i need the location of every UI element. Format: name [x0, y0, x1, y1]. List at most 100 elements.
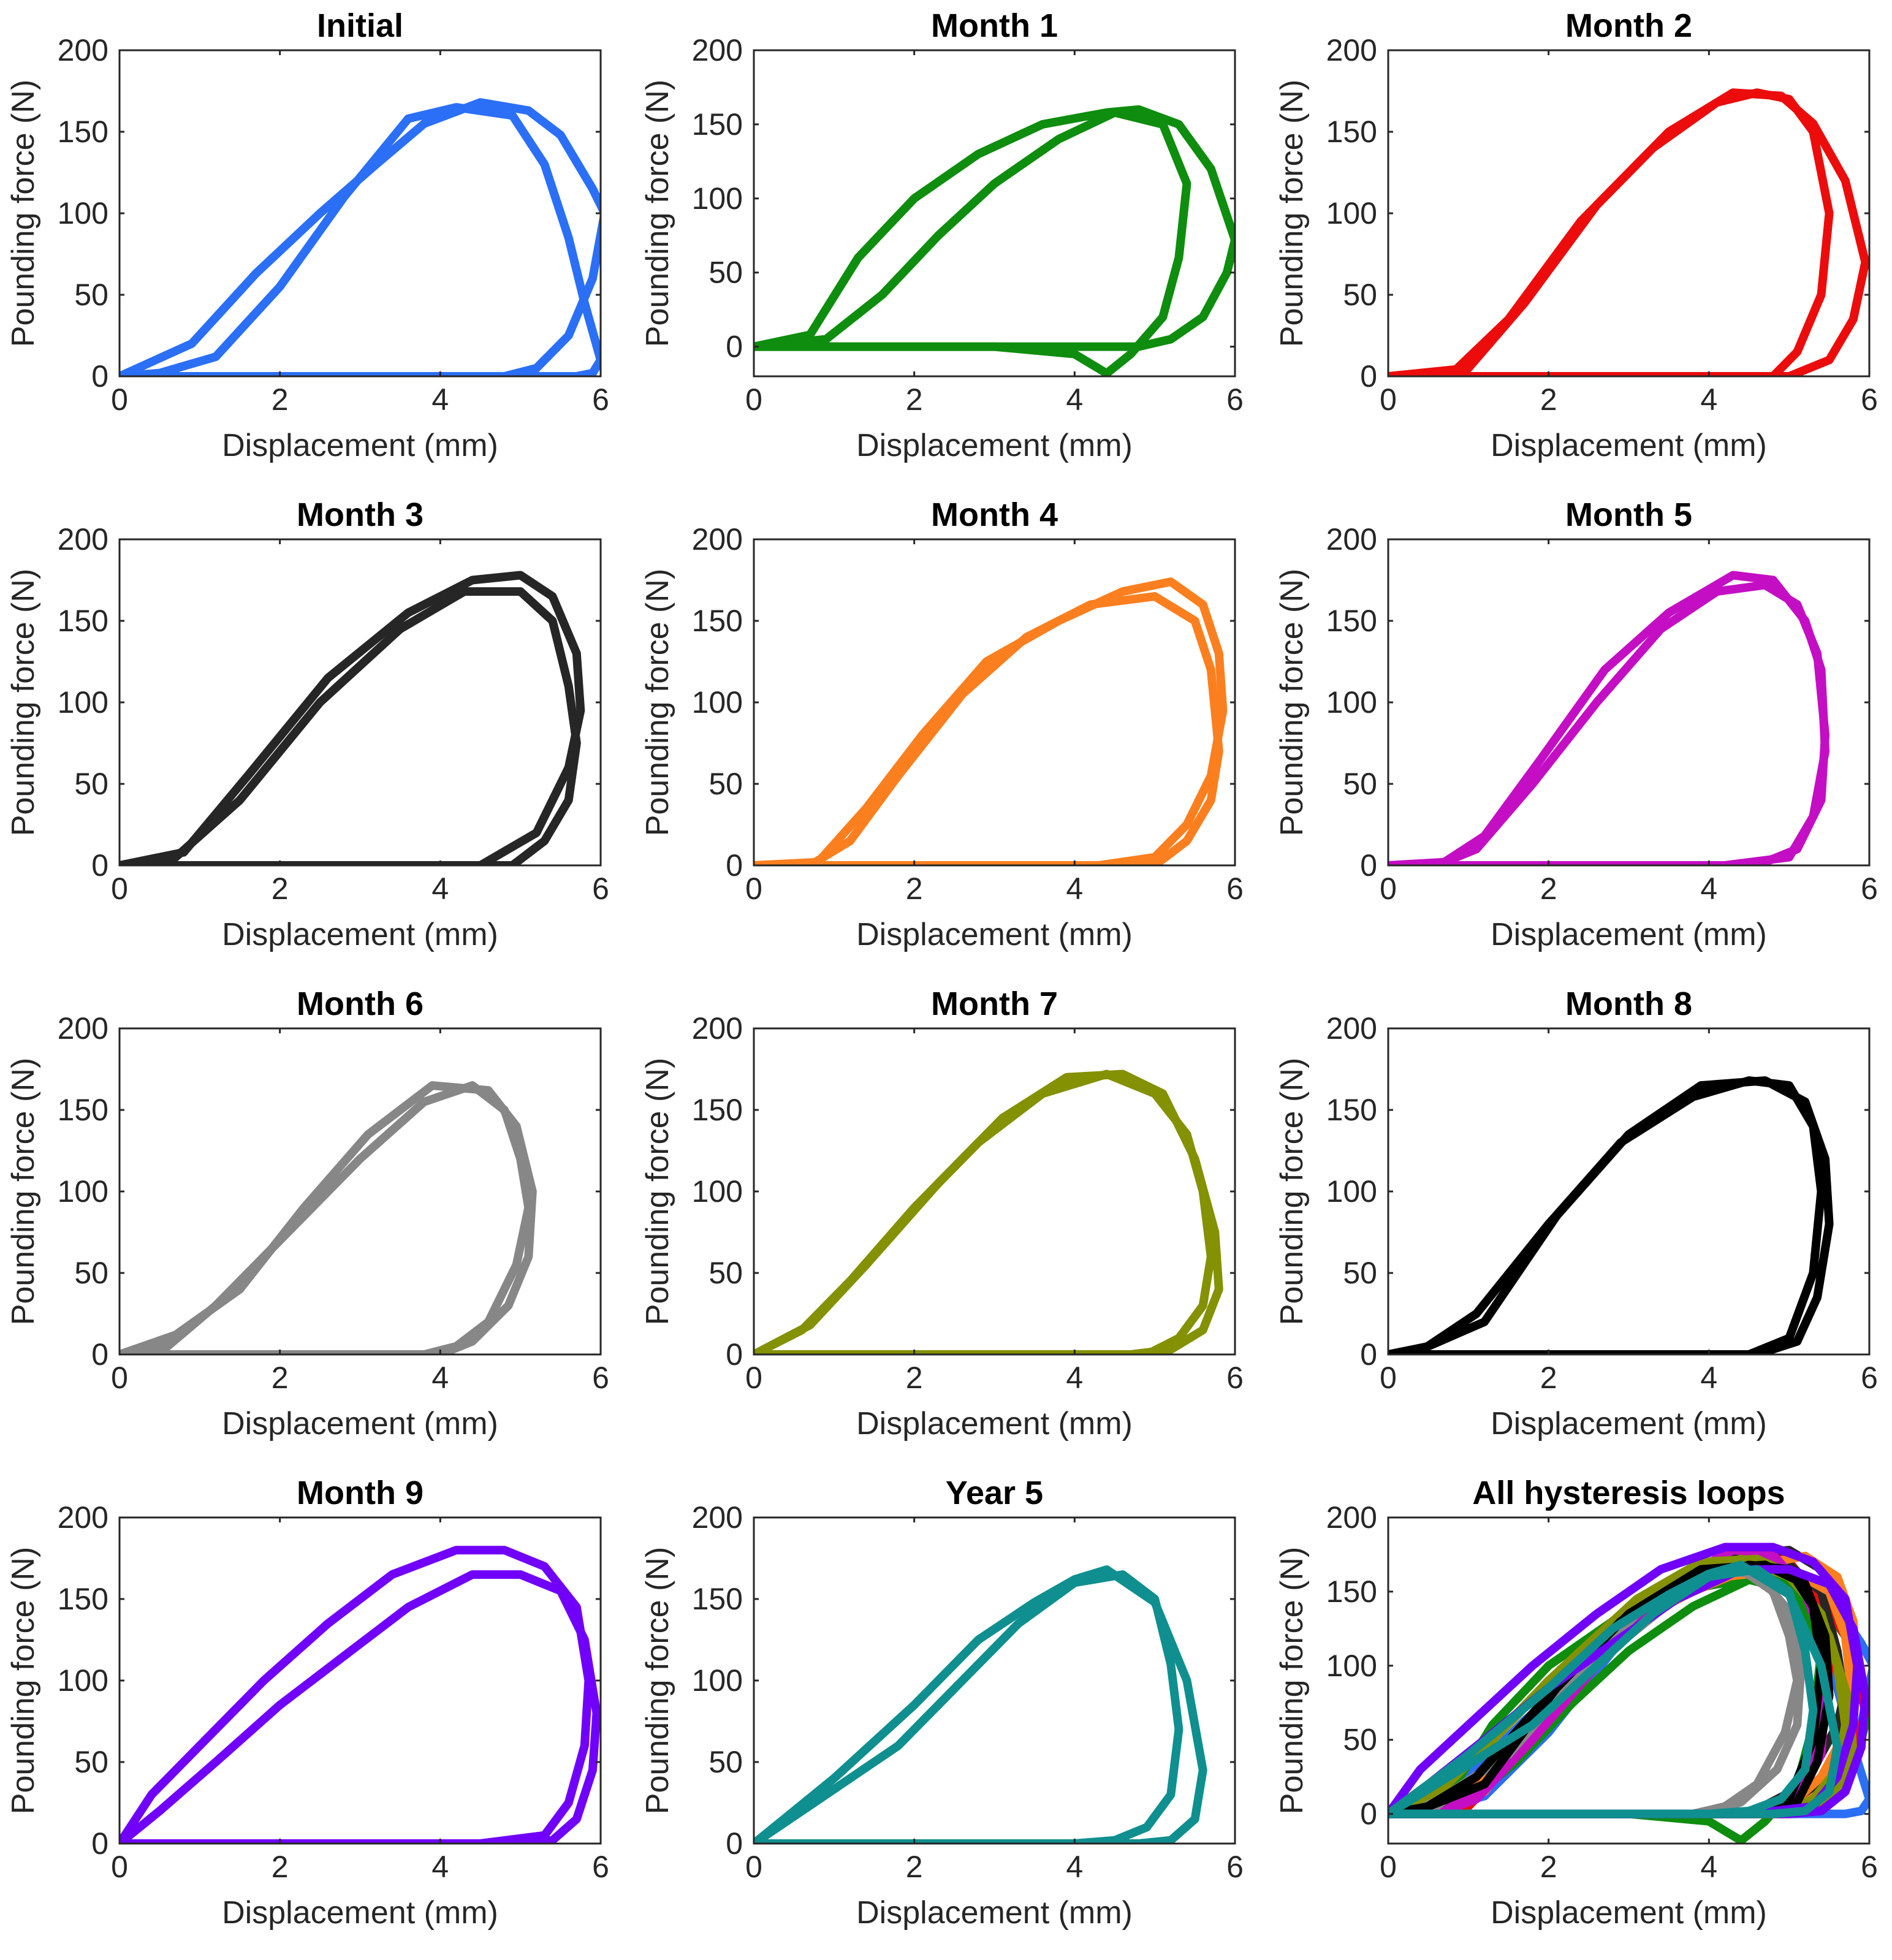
y-axis-label: Pounding force (N) [1274, 1547, 1310, 1814]
y-tick-label: 150 [1326, 115, 1377, 149]
y-axis-label: Pounding force (N) [6, 1547, 41, 1814]
hysteresis-loop-1 [120, 1570, 601, 1844]
hysteresis-loop-1 [120, 587, 581, 865]
y-tick-label: 200 [1326, 1500, 1377, 1535]
loops [120, 571, 585, 865]
x-axis-label: Displacement (mm) [1491, 428, 1767, 463]
axes-frame [1387, 538, 1871, 867]
y-tick-label: 200 [58, 1011, 108, 1046]
y-tick-label: 200 [1326, 1011, 1377, 1046]
x-axis-label: Displacement (mm) [222, 1895, 498, 1931]
y-tick-label: 150 [58, 604, 108, 638]
y-tick-label: 100 [1326, 196, 1377, 230]
y-axis-label: Pounding force (N) [1274, 80, 1310, 347]
loops [120, 1546, 601, 1844]
y-tick-label: 100 [58, 1663, 108, 1698]
x-tick-label: 4 [1066, 1850, 1083, 1884]
y-tick-label: 0 [1360, 1337, 1377, 1372]
loops [1388, 88, 1869, 376]
x-tick-label: 2 [272, 1361, 289, 1395]
panel-title: All hysteresis loops [1472, 1475, 1785, 1511]
x-tick-label: 0 [111, 1361, 128, 1395]
hysteresis-loop-1 [754, 592, 1223, 865]
loops [1388, 1076, 1834, 1354]
hysteresis-loop-2 [120, 571, 585, 865]
y-tick-label: 150 [1326, 1574, 1377, 1609]
hysteresis-loop-2 [120, 1081, 537, 1354]
y-tick-label: 100 [692, 685, 743, 720]
x-tick-label: 6 [1861, 382, 1878, 417]
panel-title: Year 5 [946, 1475, 1043, 1511]
x-tick-label: 6 [1861, 1850, 1878, 1884]
x-axis-label: Displacement (mm) [856, 1406, 1133, 1442]
y-tick-label: 200 [58, 1500, 108, 1535]
x-tick-label: 4 [1066, 382, 1083, 417]
panel-month-6: Month 6 0 2 4 6 0 50 100 150 200 Displacement (mm)… [6, 986, 609, 1442]
x-tick-label: 4 [1066, 872, 1083, 906]
y-tick-label: 100 [1326, 685, 1377, 720]
x-tick-label: 4 [1700, 1361, 1717, 1395]
x-tick-label: 2 [906, 872, 923, 906]
x-tick-label: 4 [1066, 1361, 1083, 1395]
x-tick-label: 2 [1540, 1850, 1557, 1884]
hysteresis-loop-2 [754, 1565, 1207, 1844]
x-tick-label: 6 [592, 1361, 609, 1395]
x-tick-label: 2 [906, 382, 923, 417]
y-tick-label: 150 [58, 1093, 108, 1127]
y-tick-label: 50 [1343, 767, 1377, 801]
panel-month-4: Month 4 0 2 4 6 0 50 100 150 200 Displacement (mm)… [640, 496, 1244, 952]
panel-year-5: Year 5 0 2 4 6 0 50 100 150 200 Displacement (mm) P… [640, 1475, 1244, 1931]
y-axis-label: Pounding force (N) [640, 569, 675, 836]
x-tick-label: 2 [1540, 872, 1557, 906]
y-axis-label: Pounding force (N) [6, 569, 41, 836]
y-tick-label: 100 [1326, 1649, 1377, 1683]
panel-title: Month 2 [1565, 7, 1692, 44]
y-tick-label: 0 [726, 848, 743, 883]
loops [754, 1069, 1223, 1354]
loops [754, 1565, 1207, 1844]
panel-title: Month 4 [931, 496, 1058, 533]
axes-frame [1387, 1516, 1871, 1845]
y-tick-label: 50 [709, 256, 743, 290]
y-tick-label: 200 [1326, 33, 1377, 67]
x-tick-label: 6 [1226, 1850, 1244, 1884]
y-axis-label: Pounding force (N) [1274, 1058, 1310, 1325]
y-tick-label: 0 [91, 359, 108, 393]
y-tick-label: 150 [58, 1582, 108, 1616]
y-tick-label: 100 [692, 1663, 743, 1698]
x-tick-label: 6 [1861, 872, 1878, 906]
x-tick-label: 0 [1380, 1850, 1397, 1884]
x-tick-label: 6 [1861, 1361, 1878, 1395]
x-axis-label: Displacement (mm) [222, 428, 498, 463]
y-tick-label: 50 [74, 278, 108, 312]
loops [754, 105, 1235, 376]
panel-month-3: Month 3 0 2 4 6 0 50 100 150 200 Displacement (mm)… [6, 496, 609, 952]
y-tick-label: 50 [1343, 1723, 1377, 1757]
y-tick-label: 100 [692, 1174, 743, 1209]
y-tick-label: 150 [692, 1582, 743, 1616]
hysteresis-loop-1 [754, 108, 1191, 376]
x-tick-label: 2 [272, 382, 289, 417]
y-tick-label: 100 [1326, 1174, 1377, 1209]
y-tick-label: 0 [91, 848, 108, 883]
y-tick-label: 0 [1360, 848, 1377, 883]
y-tick-label: 0 [91, 1337, 108, 1372]
panel-title: Month 3 [297, 496, 424, 533]
y-tick-label: 50 [74, 1256, 108, 1290]
hysteresis-loop-1 [120, 1081, 533, 1354]
panel-title: Month 5 [1565, 496, 1692, 533]
hysteresis-loop-2 [754, 1069, 1223, 1354]
x-tick-label: 4 [431, 872, 449, 906]
axes-frame [118, 49, 602, 378]
panel-title: Initial [317, 7, 403, 44]
hysteresis-loop-2 [754, 105, 1235, 351]
y-tick-label: 50 [1343, 1256, 1377, 1290]
axes-frame [1387, 49, 1871, 378]
loops [1388, 1543, 1869, 1844]
axes-frame [118, 1516, 602, 1845]
x-axis-label: Displacement (mm) [856, 917, 1133, 952]
y-tick-label: 150 [692, 1093, 743, 1127]
y-tick-label: 50 [709, 767, 743, 801]
panel-month-7: Month 7 0 2 4 6 0 50 100 150 200 Displacement (mm)… [640, 986, 1244, 1442]
